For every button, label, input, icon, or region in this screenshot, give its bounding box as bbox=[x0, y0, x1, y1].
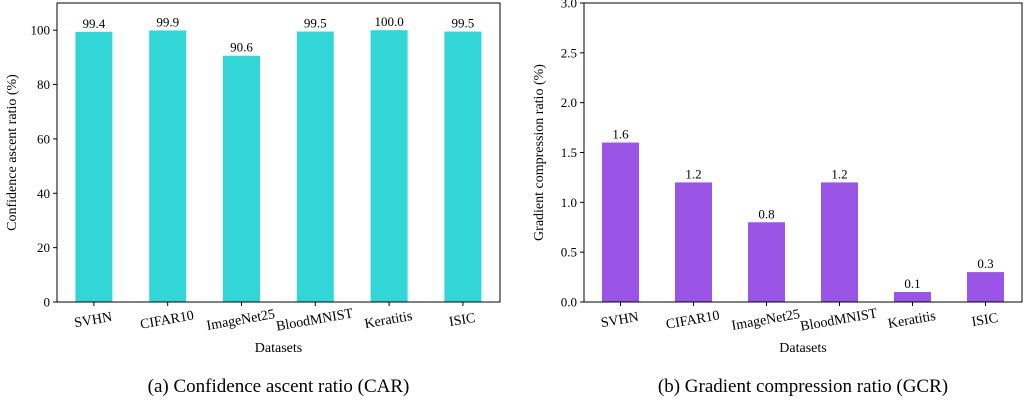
x-axis-label: Datasets bbox=[255, 341, 302, 356]
y-axis-label: Gradient compression ratio (%) bbox=[532, 64, 547, 241]
y-tick-label: 0.5 bbox=[561, 245, 577, 260]
y-tick-label: 0.0 bbox=[561, 295, 577, 310]
bar-cifar10 bbox=[149, 30, 187, 302]
chart-gcr: 1.6 SVHN 1.2 CIFAR10 0.8 ImageNet25 1.2 BloodMN… bbox=[532, 0, 1023, 397]
x-axis-label: Datasets bbox=[779, 341, 826, 356]
y-tick-label: 40 bbox=[37, 186, 50, 201]
y-tick-label: 3.0 bbox=[561, 0, 577, 11]
bar-imagenet25 bbox=[223, 55, 260, 302]
x-tick-label: ISIC bbox=[971, 311, 1000, 330]
bar-imagenet25 bbox=[748, 222, 785, 302]
caption: (b) Gradient compression ratio (GCR) bbox=[658, 376, 948, 397]
plot-frame bbox=[56, 2, 501, 303]
x-tick-label: ISIC bbox=[448, 311, 477, 330]
value-label: 100.0 bbox=[374, 14, 403, 29]
x-tick-label: ImageNet25 bbox=[731, 307, 802, 334]
value-label: 99.4 bbox=[83, 16, 106, 31]
value-label: 90.6 bbox=[230, 40, 253, 55]
plot-frame bbox=[583, 2, 1023, 303]
x-tick-label: ImageNet25 bbox=[206, 307, 277, 334]
bar-svhn bbox=[75, 31, 113, 303]
value-label: 99.9 bbox=[156, 14, 179, 29]
y-axis-label: Confidence ascent ratio (%) bbox=[5, 74, 20, 231]
value-label: 0.8 bbox=[758, 206, 774, 221]
x-tick-label: BloodMNIST bbox=[799, 306, 879, 334]
value-label: 0.1 bbox=[904, 276, 920, 291]
value-label: 1.2 bbox=[685, 166, 701, 181]
y-tick-label: 20 bbox=[37, 240, 50, 255]
value-label: 0.3 bbox=[977, 256, 993, 271]
value-label: 99.5 bbox=[452, 16, 475, 31]
x-tick-label: SVHN bbox=[73, 310, 113, 331]
caption: (a) Confidence ascent ratio (CAR) bbox=[148, 376, 410, 397]
bar-svhn bbox=[602, 142, 639, 302]
y-tick-label: 60 bbox=[37, 131, 50, 146]
bar-bloodmnist bbox=[296, 31, 334, 303]
bar-isic bbox=[444, 31, 482, 303]
x-tick-label: CIFAR10 bbox=[139, 308, 195, 332]
x-tick-label: BloodMNIST bbox=[275, 306, 355, 334]
x-tick-label: Keratitis bbox=[363, 309, 413, 332]
y-tick-label: 1.5 bbox=[561, 145, 577, 160]
bar-isic bbox=[967, 272, 1004, 302]
bar-keratitis bbox=[370, 30, 408, 302]
bar-bloodmnist bbox=[821, 182, 858, 302]
value-label: 1.2 bbox=[831, 166, 847, 181]
y-tick-label: 2.5 bbox=[561, 45, 577, 60]
y-tick-label: 100 bbox=[31, 23, 51, 38]
x-tick-label: CIFAR10 bbox=[665, 308, 721, 332]
y-tick-label: 1.0 bbox=[561, 195, 577, 210]
value-label: 99.5 bbox=[304, 16, 327, 31]
y-tick-label: 0 bbox=[44, 295, 51, 310]
x-tick-label: Keratitis bbox=[887, 309, 937, 332]
bar-keratitis bbox=[894, 292, 931, 302]
chart-car: 99.4 SVHN 99.9 CIFAR10 90.6 ImageNet25 99.5 Blo… bbox=[5, 2, 501, 397]
y-tick-label: 2.0 bbox=[561, 95, 577, 110]
bar-cifar10 bbox=[675, 182, 712, 302]
value-label: 1.6 bbox=[612, 127, 629, 142]
y-tick-label: 80 bbox=[37, 77, 50, 92]
x-tick-label: SVHN bbox=[600, 310, 640, 331]
